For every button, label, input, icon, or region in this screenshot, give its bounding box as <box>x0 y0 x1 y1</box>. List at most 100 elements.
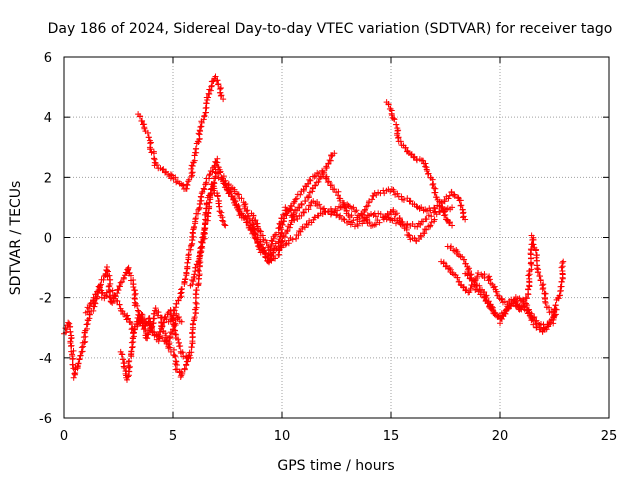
data-point <box>307 177 314 184</box>
y-tick-label: 6 <box>44 51 52 66</box>
y-axis-label: SDTVAR / TECUs <box>8 181 24 296</box>
data-point <box>162 336 169 343</box>
data-point <box>278 215 285 222</box>
data-point <box>406 198 413 205</box>
data-point <box>397 217 404 224</box>
data-point <box>219 217 226 224</box>
data-point <box>116 301 123 308</box>
data-point <box>165 345 172 352</box>
data-point <box>195 276 202 283</box>
data-point <box>423 216 430 223</box>
data-point <box>331 208 338 215</box>
data-point <box>145 319 152 326</box>
data-point <box>168 172 175 179</box>
data-point <box>307 202 314 209</box>
y-tick-label: 2 <box>44 171 52 186</box>
data-point <box>190 226 197 233</box>
data-point <box>177 342 184 349</box>
data-point <box>405 231 412 238</box>
data-point <box>424 171 431 178</box>
data-point <box>525 286 532 293</box>
y-tick-label: -4 <box>39 352 52 367</box>
data-point <box>171 352 178 359</box>
data-point <box>275 239 282 246</box>
data-point <box>559 260 566 267</box>
data-point <box>170 346 177 353</box>
data-point <box>220 218 227 225</box>
data-point <box>301 224 308 231</box>
data-point <box>325 178 332 185</box>
data-point <box>147 146 154 153</box>
data-point <box>96 284 103 291</box>
data-point <box>355 212 362 219</box>
data-point <box>427 222 434 229</box>
data-point <box>203 100 210 107</box>
data-point <box>528 317 535 324</box>
data-point <box>250 221 257 228</box>
data-point <box>261 249 268 256</box>
data-point <box>231 186 238 193</box>
data-point <box>189 329 196 336</box>
data-point <box>471 278 478 285</box>
data-point <box>353 207 360 214</box>
data-point <box>183 181 190 188</box>
data-point <box>266 247 273 254</box>
data-point <box>162 330 169 337</box>
data-point <box>397 138 404 145</box>
data-point <box>238 195 245 202</box>
data-point <box>95 283 102 290</box>
data-point <box>305 221 312 228</box>
data-point <box>188 344 195 351</box>
data-point <box>263 239 270 246</box>
data-point <box>345 202 352 209</box>
data-point <box>528 261 535 268</box>
data-point <box>541 326 548 333</box>
data-point <box>558 279 565 286</box>
data-point <box>324 179 331 186</box>
data-point <box>364 202 371 209</box>
data-point <box>134 302 141 309</box>
data-point <box>304 180 311 187</box>
data-point <box>231 199 238 206</box>
data-point <box>172 353 179 360</box>
data-point <box>266 257 273 264</box>
data-point <box>197 124 204 131</box>
data-point <box>172 174 179 181</box>
data-point <box>288 203 295 210</box>
data-point <box>547 320 554 327</box>
data-point <box>369 196 376 203</box>
data-point <box>533 324 540 331</box>
data-point <box>218 209 225 216</box>
data-point <box>192 264 199 271</box>
data-point <box>180 353 187 360</box>
data-point <box>371 221 378 228</box>
data-point <box>418 233 425 240</box>
data-point <box>90 294 97 301</box>
data-point <box>558 264 565 271</box>
data-point <box>212 73 219 80</box>
data-point <box>432 189 439 196</box>
data-point <box>431 204 438 211</box>
data-point <box>200 185 207 192</box>
data-point <box>214 159 221 166</box>
data-point <box>350 217 357 224</box>
data-point <box>290 200 297 207</box>
data-point <box>68 342 75 349</box>
data-point <box>255 242 262 249</box>
data-point <box>386 211 393 218</box>
data-point <box>376 219 383 226</box>
data-point <box>406 232 413 239</box>
data-points <box>61 73 567 383</box>
data-point <box>319 167 326 174</box>
data-point <box>76 355 83 362</box>
data-point <box>151 328 158 335</box>
data-point <box>334 207 341 214</box>
data-point <box>523 295 530 302</box>
data-point <box>193 287 200 294</box>
data-point <box>198 238 205 245</box>
data-point <box>328 153 335 160</box>
data-point <box>298 200 305 207</box>
data-point <box>106 276 113 283</box>
data-point <box>189 169 196 176</box>
data-point <box>418 204 425 211</box>
